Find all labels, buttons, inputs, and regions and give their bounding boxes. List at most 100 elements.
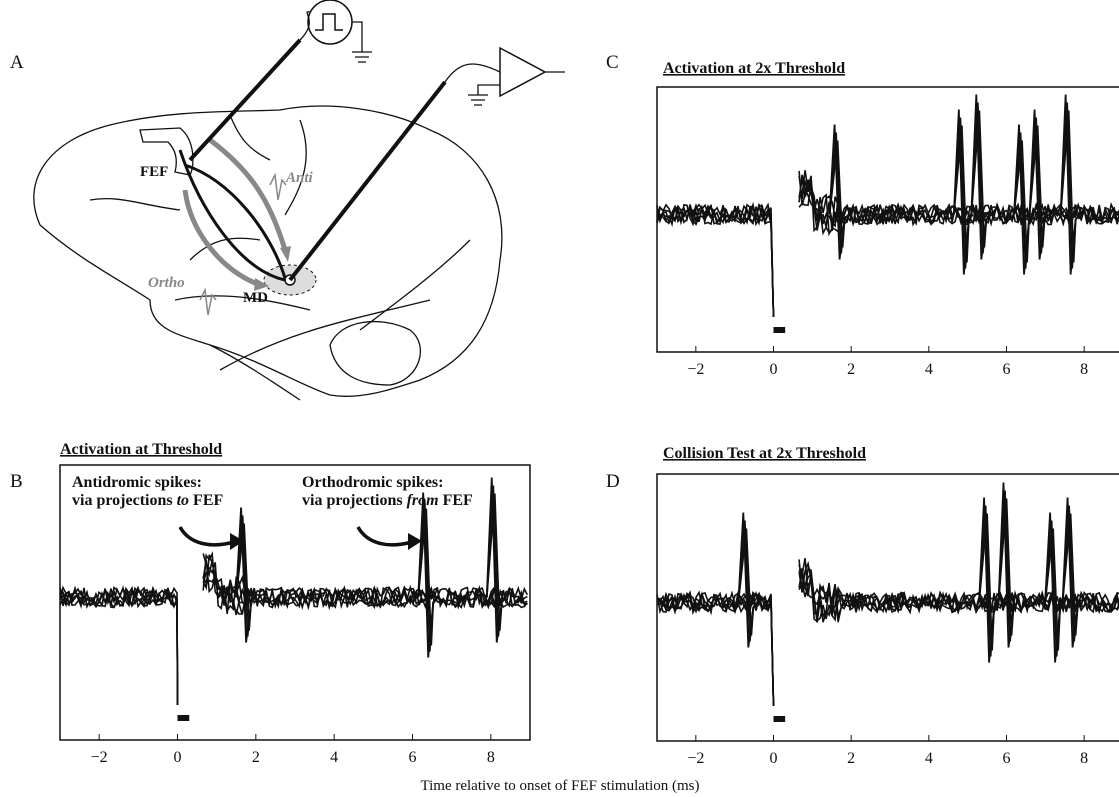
- spike-icon: [269, 172, 287, 201]
- ortho-arrow: [182, 189, 261, 288]
- noise-trace: [656, 175, 1119, 318]
- noise-trace: [656, 174, 1119, 318]
- spike: [978, 513, 999, 651]
- x-tick-label: 0: [174, 749, 182, 766]
- annotation-part: to: [177, 492, 189, 509]
- annotation-arrow: [356, 526, 413, 547]
- spike: [485, 493, 507, 631]
- x-tick-label: 4: [925, 750, 933, 767]
- fef-region: [139, 127, 194, 176]
- annotation-part: FEF: [439, 492, 473, 509]
- stimulus-marker: [773, 327, 786, 333]
- annotation-part: via projections: [302, 492, 407, 509]
- spike: [1028, 125, 1050, 248]
- annotation-part: FEF: [189, 492, 223, 509]
- x-tick-label: 2: [847, 361, 855, 378]
- stimulus-marker: [773, 716, 786, 722]
- ground: [352, 21, 372, 63]
- annotation-part: via projections: [72, 492, 177, 509]
- noise-trace: [656, 560, 1119, 707]
- annotation: Antidromic spikes:: [72, 474, 202, 491]
- panel-title: Collision Test at 2x Threshold: [663, 445, 866, 462]
- panel-label: D: [606, 471, 620, 492]
- spike: [1044, 528, 1065, 651]
- x-tick-label: −2: [687, 361, 704, 378]
- rec-electrode: [288, 80, 447, 282]
- x-tick-label: −2: [687, 750, 704, 767]
- stimulus-marker: [177, 715, 190, 721]
- brain-outline: [33, 105, 503, 397]
- x-tick-label: 2: [847, 750, 855, 767]
- stim-electrode: [188, 38, 302, 162]
- spike: [952, 125, 974, 263]
- plot-frame: [59, 464, 531, 741]
- sulcus: [189, 237, 471, 371]
- brain-diagram: A FEF MD Anti Ortho: [10, 0, 565, 401]
- arrowhead: [280, 246, 291, 262]
- spike: [235, 523, 256, 631]
- annotation: Orthodromic spikes:: [302, 474, 443, 491]
- x-tick-label: 8: [1080, 361, 1088, 378]
- x-tick-label: 0: [770, 750, 778, 767]
- noise-trace: [59, 553, 528, 706]
- x-tick-label: 6: [1003, 361, 1011, 378]
- noise-trace: [656, 559, 1119, 707]
- wire: [444, 63, 501, 83]
- noise-trace: [656, 170, 1119, 318]
- anti-label: Anti: [285, 170, 314, 186]
- x-tick-label: 2: [252, 749, 260, 766]
- x-tick-label: 8: [1080, 750, 1088, 767]
- arrowhead: [408, 533, 422, 550]
- x-tick-label: 4: [925, 361, 933, 378]
- noise-trace: [656, 564, 1119, 707]
- noise-trace: [656, 567, 1119, 707]
- noise-trace: [59, 562, 528, 706]
- x-tick-label: 6: [1003, 750, 1011, 767]
- spike-icon: [199, 287, 217, 316]
- panel-label: C: [606, 52, 619, 73]
- plot-frame: [656, 473, 1119, 742]
- annotation: via projections to FEF: [72, 492, 223, 509]
- panel-title: Activation at Threshold: [60, 441, 222, 458]
- noise-trace: [656, 182, 1119, 318]
- ortho-label: Ortho: [148, 275, 185, 291]
- x-axis-label: Time relative to onset of FEF stimulatio…: [420, 778, 699, 794]
- amp-wire: [468, 71, 565, 106]
- x-tick-label: 0: [770, 361, 778, 378]
- spike: [417, 508, 438, 646]
- noise-trace: [656, 558, 1119, 707]
- x-tick-label: 6: [409, 749, 417, 766]
- stimulator: [307, 0, 353, 45]
- fef-label: FEF: [140, 164, 168, 180]
- annotation: via projections from FEF: [302, 492, 473, 509]
- annotation-part: Orthodromic spikes:: [302, 474, 443, 491]
- noise-trace: [59, 554, 528, 706]
- md-label: MD: [243, 290, 268, 306]
- noise-trace: [59, 551, 528, 706]
- arrowhead: [230, 533, 244, 550]
- spike: [997, 498, 1019, 636]
- x-tick-label: 4: [330, 749, 338, 766]
- annotation-arrow: [178, 526, 235, 547]
- sulcus: [174, 295, 311, 401]
- amplifier: [499, 46, 547, 98]
- noise-trace: [59, 559, 529, 706]
- arrowhead: [254, 278, 269, 291]
- annotation-part: from: [407, 492, 439, 509]
- panel-label: A: [10, 52, 24, 73]
- panel-title: Activation at 2x Threshold: [663, 60, 845, 77]
- sulcus: [89, 114, 307, 216]
- spike: [1013, 140, 1034, 263]
- x-tick-label: −2: [91, 749, 108, 766]
- spike: [737, 528, 759, 636]
- anti-arrow: [208, 138, 288, 251]
- noise-trace: [656, 175, 1119, 318]
- noise-trace: [656, 170, 1119, 318]
- spike: [1061, 513, 1083, 636]
- spike: [1059, 110, 1081, 263]
- cerebellum: [329, 320, 421, 386]
- projection: [178, 149, 287, 282]
- annotation-part: Antidromic spikes:: [72, 474, 202, 491]
- pulse-icon: [315, 13, 343, 31]
